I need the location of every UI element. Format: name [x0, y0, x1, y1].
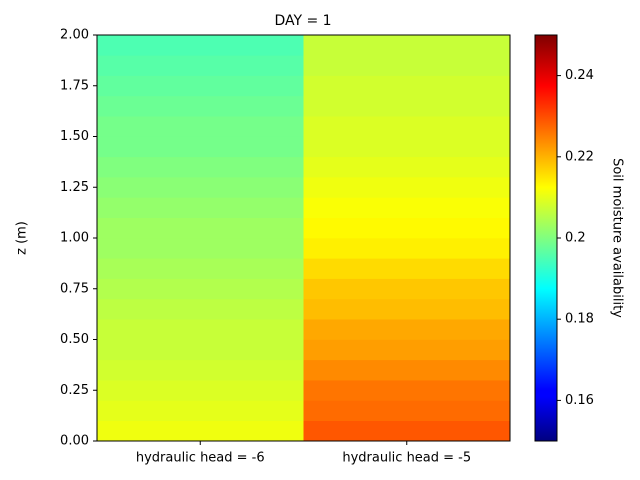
colorbar: [534, 34, 558, 442]
heat-cell: [97, 156, 304, 178]
heat-cell: [97, 176, 304, 198]
heat-cell: [303, 34, 511, 56]
heat-cell: [303, 217, 511, 239]
heat-cell: [303, 115, 511, 137]
heat-cell: [97, 115, 304, 137]
heat-cell: [303, 55, 511, 76]
y-tick-label: 1.50: [60, 129, 89, 144]
heat-cell: [97, 339, 304, 361]
heat-cell: [97, 298, 304, 320]
y-tick-label: 0.00: [60, 434, 89, 449]
heat-cell: [97, 359, 304, 381]
colorbar-tick-label: 0.2: [565, 231, 586, 246]
heat-cell: [97, 258, 304, 279]
heat-cell: [303, 379, 511, 401]
colorbar-tick-label: 0.22: [565, 149, 594, 164]
heat-cell: [97, 34, 304, 56]
heat-cell: [97, 55, 304, 76]
heat-cell: [97, 420, 304, 442]
heat-cell: [303, 75, 511, 97]
x-tick-label: hydraulic head = -6: [136, 451, 265, 466]
heat-cell: [303, 339, 511, 361]
y-tick-label: 2.00: [60, 28, 89, 43]
colorbar-tick-label: 0.18: [565, 312, 594, 327]
heat-cell: [303, 420, 511, 442]
heat-cell: [97, 217, 304, 239]
heat-cell: [97, 75, 304, 97]
heat-cell: [97, 197, 304, 218]
heat-cell: [97, 95, 304, 117]
y-tick-label: 1.00: [60, 231, 89, 246]
heat-cell: [303, 258, 511, 279]
heat-cell: [303, 136, 511, 158]
heat-cell: [303, 237, 511, 259]
heat-cell: [303, 156, 511, 178]
heat-cell: [97, 278, 304, 300]
y-tick-label: 0.25: [60, 383, 89, 398]
colorbar-tick-label: 0.24: [565, 68, 594, 83]
heat-cell: [303, 176, 511, 198]
heat-cell: [97, 400, 304, 421]
heat-cell: [97, 318, 304, 340]
y-tick-label: 0.75: [60, 281, 89, 296]
y-axis-label: z (m): [15, 221, 30, 255]
heat-cell: [303, 95, 511, 117]
heat-cell: [303, 318, 511, 340]
y-tick-label: 1.25: [60, 180, 89, 195]
heat-cell: [303, 400, 511, 421]
colorbar-tick-label: 0.16: [565, 393, 594, 408]
heat-cell: [303, 359, 511, 381]
heat-cell: [97, 136, 304, 158]
heat-cell: [303, 298, 511, 320]
y-tick-label: 1.75: [60, 78, 89, 93]
heat-cell: [303, 197, 511, 218]
colorbar-label: Soil moisture availability: [610, 158, 625, 318]
y-tick-label: 0.50: [60, 332, 89, 347]
chart-title: DAY = 1: [274, 13, 331, 29]
heat-cell: [97, 379, 304, 401]
heat-cell: [97, 237, 304, 259]
x-tick-label: hydraulic head = -5: [342, 451, 471, 466]
heat-cell: [303, 278, 511, 300]
